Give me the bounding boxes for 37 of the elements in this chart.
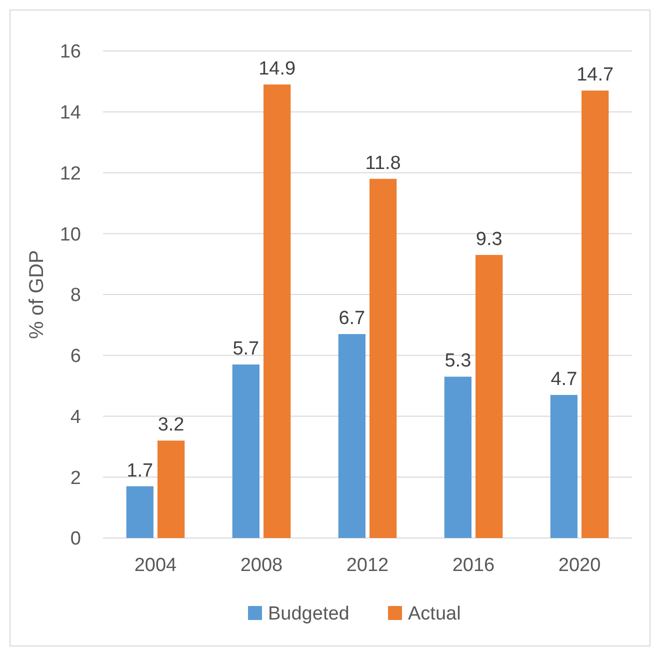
data-label: 11.8 [365, 152, 401, 174]
data-label: 5.3 [444, 350, 472, 372]
bar [582, 90, 609, 538]
y-tick-label: 8 [70, 285, 81, 306]
bar [444, 376, 472, 538]
y-tick-label: 4 [70, 406, 82, 428]
data-label: 14.7 [576, 64, 614, 86]
bar [476, 254, 503, 538]
x-tick-label: 2012 [346, 555, 389, 576]
legend-label: Budgeted [268, 604, 350, 625]
y-tick-label: 16 [60, 42, 81, 63]
bar [338, 334, 366, 538]
x-tick-label: 2016 [452, 555, 495, 576]
y-tick-label: 14 [60, 102, 82, 124]
data-label: 14.9 [258, 58, 296, 80]
data-label: 9.3 [476, 228, 502, 250]
y-tick-label: 6 [70, 346, 81, 368]
legend-label: Actual [408, 604, 461, 625]
data-label: 3.2 [158, 414, 184, 436]
x-tick-label: 2004 [134, 555, 178, 576]
bar [370, 178, 397, 538]
y-tick-label: 0 [70, 528, 81, 550]
data-label: 6.7 [338, 308, 366, 330]
x-tick-label: 2020 [558, 555, 601, 576]
y-tick-label: 12 [60, 163, 81, 184]
x-tick-label: 2008 [240, 555, 283, 576]
y-tick-label: 10 [60, 224, 81, 246]
bar [232, 364, 260, 538]
bar [126, 486, 154, 538]
bar [550, 394, 578, 538]
y-axis-title: % of GDP [26, 250, 48, 339]
bar [263, 84, 291, 538]
data-label: 5.7 [232, 338, 260, 360]
bar [157, 440, 185, 538]
y-tick-label: 2 [70, 468, 81, 489]
data-label: 4.7 [550, 368, 578, 390]
data-label: 1.7 [126, 460, 154, 482]
